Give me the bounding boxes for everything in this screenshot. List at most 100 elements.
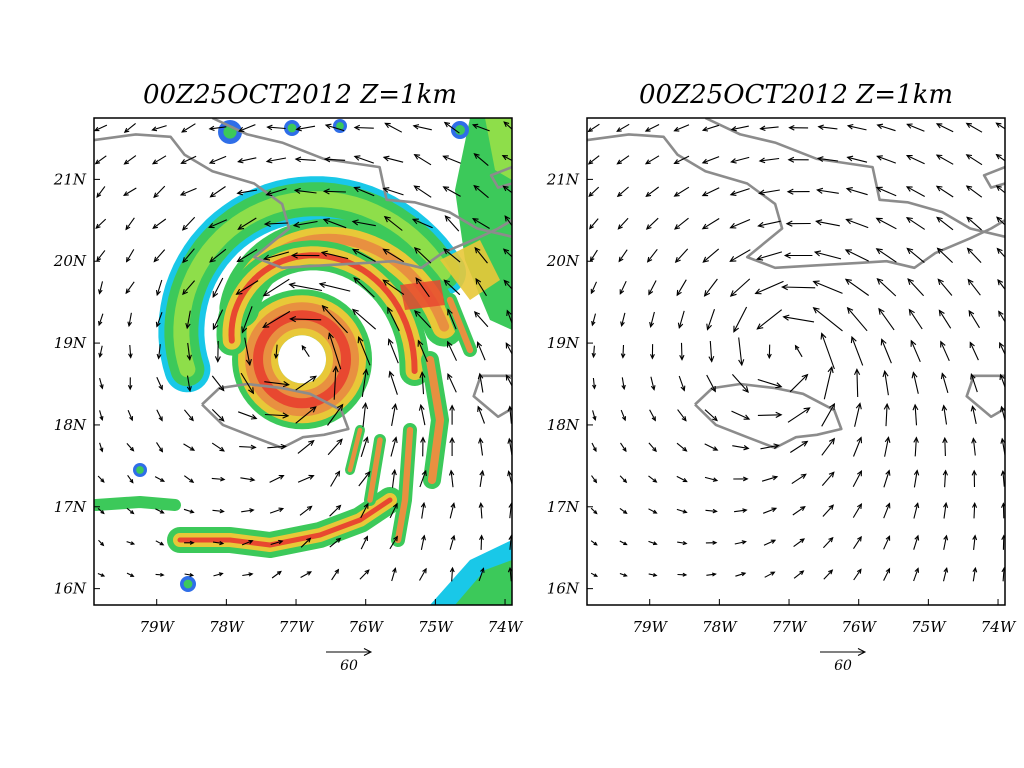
wind-vector	[648, 280, 657, 296]
wind-vector	[413, 185, 432, 198]
rain-cell	[136, 466, 144, 474]
wind-vector	[620, 442, 627, 453]
wind-vector	[706, 309, 716, 331]
wind-vector	[387, 306, 400, 332]
wind-vector	[300, 571, 312, 578]
wind-vector	[935, 123, 954, 133]
wind-vector	[706, 572, 717, 577]
wind-vector	[970, 405, 977, 425]
wind-vector	[790, 440, 809, 453]
wind-vector	[758, 157, 780, 164]
wind-vector	[127, 377, 133, 391]
wind-vector	[153, 249, 166, 263]
wind-vector	[677, 409, 687, 422]
wind-vector	[590, 507, 598, 515]
wind-vector	[413, 154, 432, 166]
wind-vector	[414, 309, 432, 329]
wind-vector	[411, 218, 433, 229]
wind-vector	[757, 378, 783, 389]
wind-vector	[301, 344, 310, 357]
wind-vector	[766, 344, 772, 360]
wind-vector	[965, 185, 983, 198]
wind-vector	[391, 403, 398, 426]
wind-vector	[289, 315, 322, 323]
wind-vector	[789, 373, 809, 393]
wind-vector	[186, 342, 192, 361]
wind-vector	[793, 570, 805, 579]
wind-vector	[359, 569, 370, 580]
coastline	[587, 118, 1005, 450]
wind-vector	[503, 121, 512, 130]
wind-vector	[875, 217, 897, 230]
wind-vector	[763, 507, 778, 514]
wind-vector	[676, 475, 688, 483]
wind-vector	[648, 442, 657, 453]
wind-vector	[324, 123, 345, 132]
wind-vector	[330, 470, 341, 487]
wind-vector	[620, 312, 626, 328]
wind-vector	[97, 572, 106, 577]
wind-vector	[942, 436, 948, 457]
wind-vector	[757, 220, 781, 228]
wind-vector	[618, 249, 628, 263]
wind-vector-field	[587, 122, 1005, 582]
wind-vector	[155, 540, 165, 546]
wind-vector	[619, 572, 628, 577]
x-tick-label: 78W	[702, 618, 738, 636]
wind-vector	[156, 344, 162, 360]
wind-vector	[996, 216, 1005, 226]
wind-vector	[331, 568, 340, 581]
wind-vector	[729, 249, 751, 262]
wind-vector	[649, 311, 655, 328]
y-tick-label: 17N	[54, 498, 87, 516]
wind-vector	[390, 436, 398, 457]
wind-vector	[702, 248, 720, 263]
wind-vector	[854, 402, 862, 427]
wind-vector	[650, 376, 656, 391]
wind-vector	[478, 502, 484, 519]
x-tick-label: 75W	[911, 618, 947, 636]
wind-vector	[705, 508, 718, 514]
wind-vector	[329, 504, 342, 517]
rain-cell	[336, 122, 344, 130]
wind-vector	[360, 502, 369, 519]
wind-vector	[236, 249, 258, 263]
wind-vector	[678, 375, 686, 392]
wind-vector	[127, 312, 133, 328]
wind-vector	[995, 185, 1005, 194]
wind-vector	[382, 248, 404, 263]
wind-vector	[127, 409, 134, 422]
wind-vector	[730, 156, 750, 164]
rainband	[425, 355, 445, 485]
wind-vector	[444, 215, 460, 232]
wind-vector	[701, 156, 720, 164]
wind-vector	[845, 187, 868, 196]
wind-vector	[502, 185, 512, 194]
wind-vector	[787, 156, 809, 163]
wind-vector	[449, 436, 455, 456]
wind-vector	[288, 282, 323, 292]
wind-vector	[677, 572, 688, 577]
right-reference-vector-label: 60	[834, 658, 852, 674]
wind-vector	[211, 476, 226, 482]
wind-vector	[263, 220, 288, 228]
wind-vector	[587, 123, 600, 133]
wind-vector	[152, 218, 167, 229]
wind-vector	[883, 535, 891, 550]
left-y-axis: 21N 20N 19N 18N 17N 16N	[53, 170, 100, 598]
wind-vector	[299, 505, 313, 516]
wind-vector	[242, 572, 254, 577]
x-tick-label: 78W	[209, 618, 245, 636]
wind-vector	[589, 249, 598, 262]
wind-vector	[999, 373, 1005, 389]
wind-vector	[181, 123, 196, 133]
wind-vector	[183, 443, 196, 451]
wind-vector	[616, 123, 630, 132]
wind-vector	[382, 279, 405, 296]
coastline-segment	[211, 118, 512, 238]
wind-vector	[813, 250, 842, 260]
wind-vector	[183, 475, 195, 483]
wind-vector	[477, 372, 484, 393]
wind-vector	[734, 508, 748, 513]
